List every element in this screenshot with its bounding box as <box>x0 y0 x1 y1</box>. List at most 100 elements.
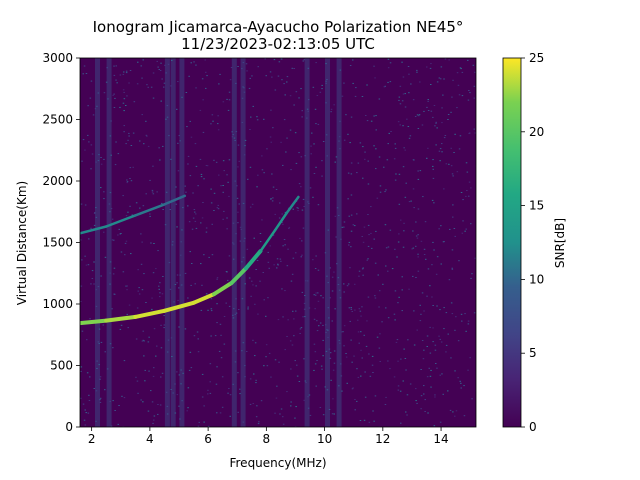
noise-speckle <box>99 378 101 380</box>
noise-speckle <box>357 376 360 378</box>
noise-speckle <box>142 59 144 61</box>
noise-speckle <box>356 368 358 370</box>
noise-speckle <box>152 422 154 424</box>
noise-speckle <box>361 357 363 359</box>
noise-speckle <box>394 179 397 181</box>
noise-speckle <box>229 415 231 417</box>
noise-speckle <box>356 400 358 402</box>
noise-speckle <box>350 246 352 248</box>
noise-speckle <box>354 409 356 411</box>
noise-speckle <box>213 159 215 161</box>
noise-speckle <box>375 230 377 232</box>
interference-band <box>304 58 310 427</box>
noise-speckle <box>327 229 330 231</box>
noise-speckle <box>438 77 441 79</box>
interference-band <box>325 58 330 427</box>
noise-speckle <box>343 82 345 84</box>
noise-speckle <box>132 132 135 134</box>
noise-speckle <box>471 398 473 400</box>
noise-speckle <box>397 389 400 391</box>
noise-speckle <box>379 361 381 362</box>
noise-speckle <box>345 114 347 116</box>
heatmap-area <box>80 58 476 427</box>
noise-speckle <box>359 142 362 144</box>
noise-speckle <box>147 86 149 88</box>
noise-speckle <box>128 135 130 137</box>
noise-speckle <box>354 283 356 285</box>
noise-speckle <box>216 366 218 368</box>
noise-speckle <box>322 141 325 142</box>
noise-speckle <box>473 128 475 130</box>
noise-speckle <box>210 310 213 312</box>
noise-speckle <box>216 278 218 280</box>
noise-speckle <box>113 107 116 108</box>
noise-speckle <box>211 114 214 116</box>
noise-speckle <box>234 350 237 352</box>
noise-speckle <box>402 246 405 248</box>
noise-speckle <box>178 326 180 328</box>
noise-speckle <box>281 288 283 290</box>
noise-speckle <box>287 319 289 321</box>
noise-speckle <box>401 276 403 278</box>
noise-speckle <box>110 154 112 156</box>
noise-speckle <box>403 147 405 149</box>
x-tick-label: 4 <box>146 432 154 446</box>
noise-speckle <box>241 261 243 263</box>
noise-speckle <box>374 262 377 264</box>
noise-speckle <box>205 293 208 295</box>
noise-speckle <box>385 247 388 249</box>
noise-speckle <box>280 408 283 410</box>
noise-speckle <box>153 419 155 421</box>
colorbar-tick-label: 5 <box>529 346 537 360</box>
noise-speckle <box>170 389 172 390</box>
noise-speckle <box>301 254 303 256</box>
noise-speckle <box>303 59 306 61</box>
noise-speckle <box>137 61 139 63</box>
noise-speckle <box>468 181 471 183</box>
noise-speckle <box>402 76 405 78</box>
noise-speckle <box>287 248 289 250</box>
noise-speckle <box>312 86 315 88</box>
noise-speckle <box>441 122 443 124</box>
noise-speckle <box>80 397 82 399</box>
noise-speckle <box>366 120 369 122</box>
noise-speckle <box>277 319 280 321</box>
noise-speckle <box>228 159 231 161</box>
noise-speckle <box>243 91 246 93</box>
noise-speckle <box>147 341 150 343</box>
noise-speckle <box>370 232 372 234</box>
noise-speckle <box>150 242 152 244</box>
noise-speckle <box>93 261 95 263</box>
noise-speckle <box>109 135 112 137</box>
noise-speckle <box>244 283 246 285</box>
noise-speckle <box>244 365 246 367</box>
noise-speckle <box>110 120 112 122</box>
noise-speckle <box>374 77 376 79</box>
noise-speckle <box>268 352 271 354</box>
noise-speckle <box>250 116 252 118</box>
noise-speckle <box>205 227 208 229</box>
noise-speckle <box>121 395 123 397</box>
noise-speckle <box>389 229 392 231</box>
noise-speckle <box>412 188 415 190</box>
noise-speckle <box>146 135 148 137</box>
noise-speckle <box>321 84 323 86</box>
noise-speckle <box>424 221 427 223</box>
noise-speckle <box>275 397 278 399</box>
noise-speckle <box>350 194 353 196</box>
y-tick-label: 500 <box>50 359 73 373</box>
noise-speckle <box>200 173 203 175</box>
noise-speckle <box>361 236 363 237</box>
noise-speckle <box>100 275 102 277</box>
noise-speckle <box>368 353 370 355</box>
noise-speckle <box>395 341 398 343</box>
noise-speckle <box>210 308 213 310</box>
noise-speckle <box>396 339 399 341</box>
noise-speckle <box>266 365 269 367</box>
noise-speckle <box>256 405 258 407</box>
noise-speckle <box>377 274 379 276</box>
noise-speckle <box>215 383 218 385</box>
interference-band <box>336 58 342 427</box>
noise-speckle <box>316 320 318 322</box>
noise-speckle <box>361 306 363 308</box>
